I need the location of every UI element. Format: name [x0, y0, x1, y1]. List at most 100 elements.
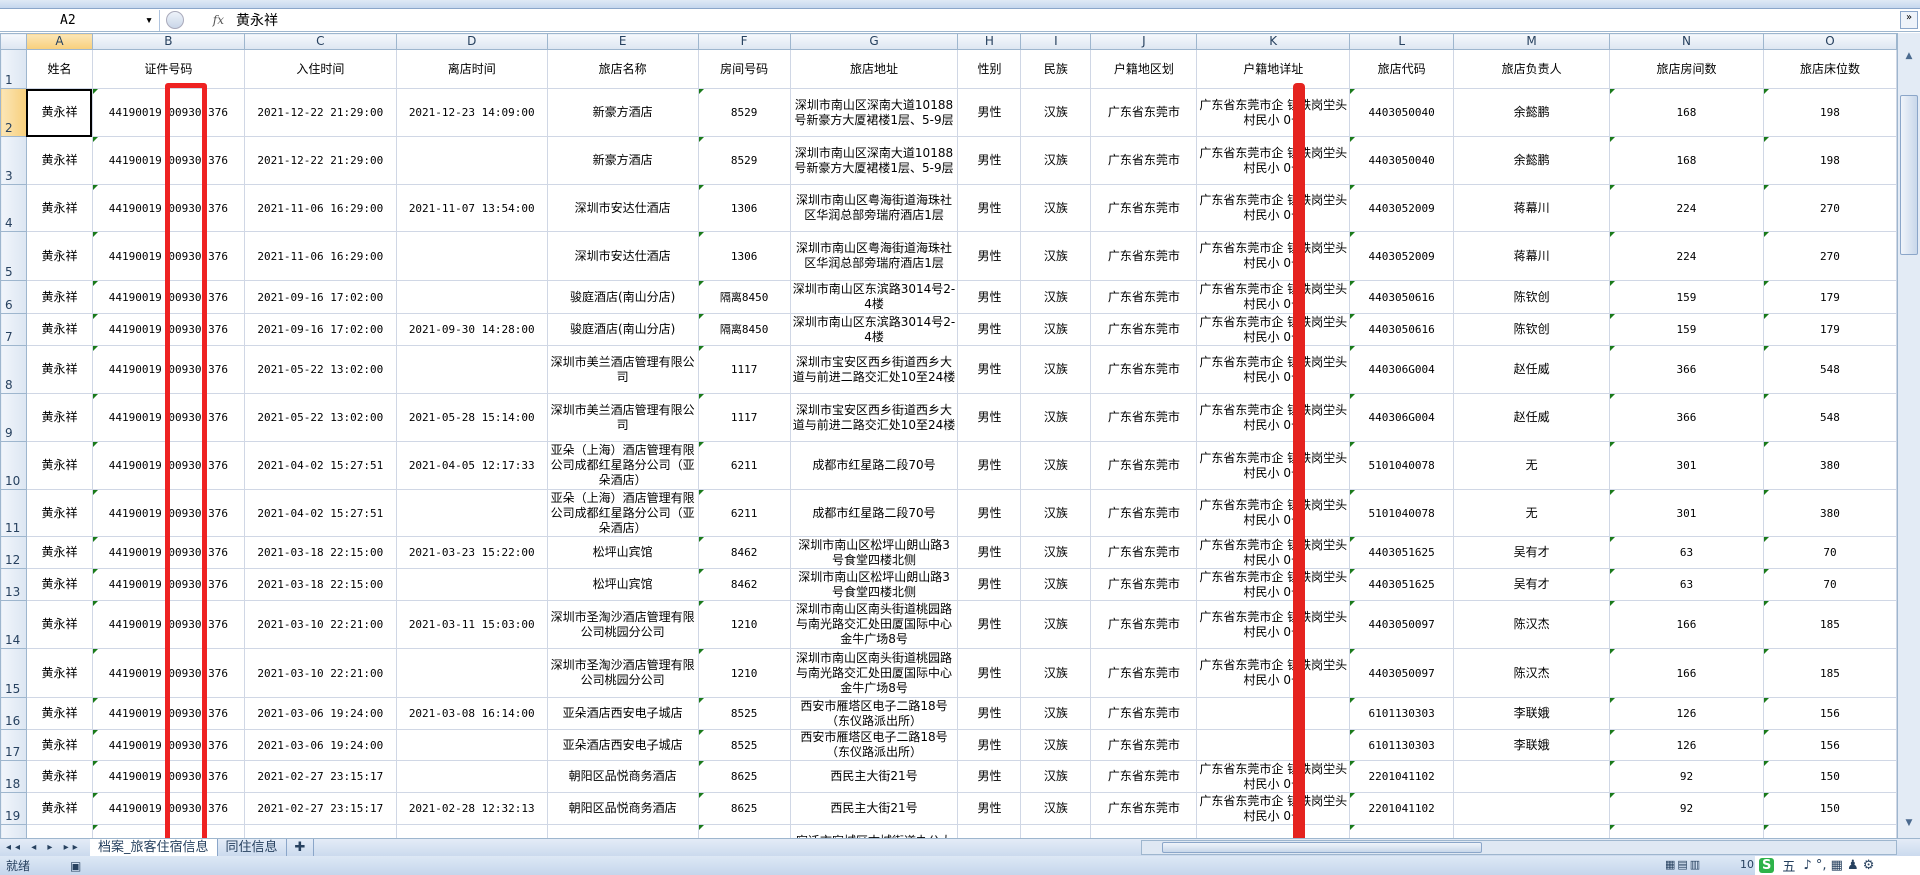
- cell-J[interactable]: 广东省东莞市: [1090, 393, 1198, 442]
- cell-M[interactable]: 吴有才: [1453, 568, 1611, 601]
- cell-J[interactable]: 广东省东莞市: [1090, 88, 1198, 137]
- cell-M[interactable]: 李联娥: [1453, 729, 1611, 761]
- cell-G[interactable]: 西安市雁塔区电子二路18号（东仪路派出所）: [789, 697, 959, 730]
- cell-G[interactable]: 西民主大街21号: [789, 760, 959, 793]
- cell-K[interactable]: [1196, 729, 1351, 761]
- sogou-ime-icon[interactable]: S: [1759, 858, 1775, 873]
- cell-M[interactable]: 赵任威: [1453, 393, 1611, 442]
- cell-I[interactable]: 汉族: [1020, 536, 1092, 569]
- cell-K[interactable]: 广东省东莞市企 镇铁岗坣头村民小 0号: [1196, 280, 1351, 314]
- chevron-down-icon[interactable]: ▾: [145, 12, 153, 28]
- cell-L[interactable]: 6101130303: [1349, 729, 1455, 761]
- cell-M[interactable]: 陈钦创: [1453, 313, 1611, 346]
- row-header[interactable]: 17: [0, 729, 27, 761]
- cell-G[interactable]: 西安市雁塔区电子二路18号（东仪路派出所）: [789, 729, 959, 761]
- cell-C[interactable]: 2021-05-22 13:02:00: [243, 345, 397, 394]
- cell-J[interactable]: 广东省东莞市: [1090, 313, 1198, 346]
- column-title[interactable]: 旅店名称: [546, 49, 699, 89]
- column-header-F[interactable]: F: [697, 33, 791, 50]
- row-header[interactable]: 9: [0, 393, 27, 442]
- cell-D[interactable]: 2021-11-07 13:54:00: [395, 184, 548, 232]
- row-header[interactable]: 19: [0, 792, 27, 825]
- cell-M[interactable]: 黄文: [1453, 824, 1611, 838]
- cell-O[interactable]: 130: [1762, 824, 1897, 838]
- cell-D[interactable]: [395, 568, 548, 601]
- cell-K[interactable]: 广东省东莞市企 镇铁岗坣头村民小 0号: [1196, 648, 1351, 698]
- cell-C[interactable]: 2021-03-10 22:21:00: [243, 648, 397, 698]
- cell-B[interactable]: 44190019 00930 376: [91, 648, 245, 698]
- cell-N[interactable]: 159: [1609, 313, 1764, 346]
- cell-L[interactable]: 6101130303: [1349, 697, 1455, 730]
- cell-H[interactable]: 男性: [957, 393, 1022, 442]
- cell-F[interactable]: 隔离8450: [697, 313, 791, 346]
- cell-F[interactable]: 1117: [697, 393, 791, 442]
- cell-K[interactable]: 广东省东莞市企 镇铁岗坣头村民小 0号: [1196, 231, 1351, 281]
- cell-D[interactable]: [395, 760, 548, 793]
- cell-C[interactable]: 2021-03-06 19:24:00: [243, 729, 397, 761]
- cell-G[interactable]: 深圳市南山区南头街道桃园路与南光路交汇处田厦国际中心金牛广场8号: [789, 648, 959, 698]
- cell-L[interactable]: 4403050616: [1349, 280, 1455, 314]
- cell-E[interactable]: 松坪山宾馆: [546, 568, 699, 601]
- row-header[interactable]: 3: [0, 136, 27, 185]
- cell-G[interactable]: 深圳市南山区深南大道10188号新豪方大厦裙楼1层、5-9层: [789, 136, 959, 185]
- cell-F[interactable]: 1105: [697, 824, 791, 838]
- cell-B[interactable]: 44190019 00930 376: [91, 313, 245, 346]
- column-header-A[interactable]: A: [25, 33, 93, 50]
- cell-B[interactable]: 44190019 00930 376: [91, 792, 245, 825]
- cell-F[interactable]: 1306: [697, 184, 791, 232]
- cell-C[interactable]: 2021-02-27 23:15:17: [243, 760, 397, 793]
- column-title[interactable]: 旅店负责人: [1453, 49, 1611, 89]
- cell-M[interactable]: 余懿鹏: [1453, 88, 1611, 137]
- cell-I[interactable]: 汉族: [1020, 313, 1092, 346]
- cell-G[interactable]: 深圳市南山区深南大道10188号新豪方大厦裙楼1层、5-9层: [789, 88, 959, 137]
- cell-I[interactable]: 汉族: [1020, 697, 1092, 730]
- row-header[interactable]: 8: [0, 345, 27, 394]
- cell-L[interactable]: 4403050040: [1349, 136, 1455, 185]
- cell-H[interactable]: 男性: [957, 184, 1022, 232]
- cell-O[interactable]: 179: [1762, 313, 1897, 346]
- cell-D[interactable]: [395, 280, 548, 314]
- cell-A[interactable]: 黄永祥: [25, 697, 93, 730]
- cell-B[interactable]: 44190019 00930 376: [91, 441, 245, 490]
- cell-G[interactable]: 宿迁市宿城区古城街道办公大楼（地上北一层一地: [789, 824, 959, 838]
- cell-E[interactable]: 深圳市圣淘沙酒店管理有限公司桃园分公司: [546, 648, 699, 698]
- cell-M[interactable]: 无: [1453, 441, 1611, 490]
- cell-F[interactable]: 1117: [697, 345, 791, 394]
- cell-E[interactable]: 亚朵酒店西安电子城店: [546, 697, 699, 730]
- column-header-I[interactable]: I: [1020, 33, 1092, 50]
- cell-F[interactable]: 8462: [697, 536, 791, 569]
- cell-B[interactable]: 44190019 00930 376: [91, 345, 245, 394]
- cell-L[interactable]: 4403052009: [1349, 231, 1455, 281]
- cell-I[interactable]: 汉族: [1020, 184, 1092, 232]
- cell-H[interactable]: 男性: [957, 568, 1022, 601]
- cell-E[interactable]: 维也纳(智好): [546, 824, 699, 838]
- cell-B[interactable]: 44190019 00930 376: [91, 280, 245, 314]
- cell-F[interactable]: 8529: [697, 88, 791, 137]
- column-header-E[interactable]: E: [546, 33, 699, 50]
- cell-H[interactable]: 男性: [957, 600, 1022, 649]
- column-title[interactable]: 民族: [1020, 49, 1092, 89]
- cell-D[interactable]: [395, 648, 548, 698]
- cell-H[interactable]: 男性: [957, 792, 1022, 825]
- cell-H[interactable]: 男性: [957, 648, 1022, 698]
- cell-F[interactable]: 8525: [697, 729, 791, 761]
- cell-A[interactable]: 黄永祥: [25, 88, 93, 137]
- cell-A[interactable]: 黄永祥: [25, 280, 93, 314]
- cell-B[interactable]: 44190019 00930 376: [91, 231, 245, 281]
- cell-O[interactable]: 150: [1762, 792, 1897, 825]
- cell-M[interactable]: 蒋幕川: [1453, 184, 1611, 232]
- cell-J[interactable]: 广东省东莞市: [1090, 697, 1198, 730]
- column-header-K[interactable]: K: [1196, 33, 1351, 50]
- cell-C[interactable]: 2021-12-22 21:29:00: [243, 88, 397, 137]
- cell-O[interactable]: 380: [1762, 489, 1897, 537]
- cell-A[interactable]: 黄永祥: [25, 184, 93, 232]
- cell-L[interactable]: 4403052009: [1349, 184, 1455, 232]
- insert-function-icon[interactable]: fx: [212, 13, 224, 27]
- tab-cohabitant-info[interactable]: 同住信息: [218, 838, 287, 857]
- cell-D[interactable]: 2021-03-23 15:22:00: [395, 536, 548, 569]
- cell-A[interactable]: 黄永祥: [25, 760, 93, 793]
- cell-B[interactable]: 44190019 00930 376: [91, 393, 245, 442]
- cell-E[interactable]: 亚朵（上海）酒店管理有限公司成都红星路分公司（亚朵酒店）: [546, 489, 699, 537]
- cell-C[interactable]: 2021-04-02 15:27:51: [243, 489, 397, 537]
- cell-G[interactable]: 深圳市南山区粤海街道海珠社区华润总部旁瑞府酒店1层: [789, 231, 959, 281]
